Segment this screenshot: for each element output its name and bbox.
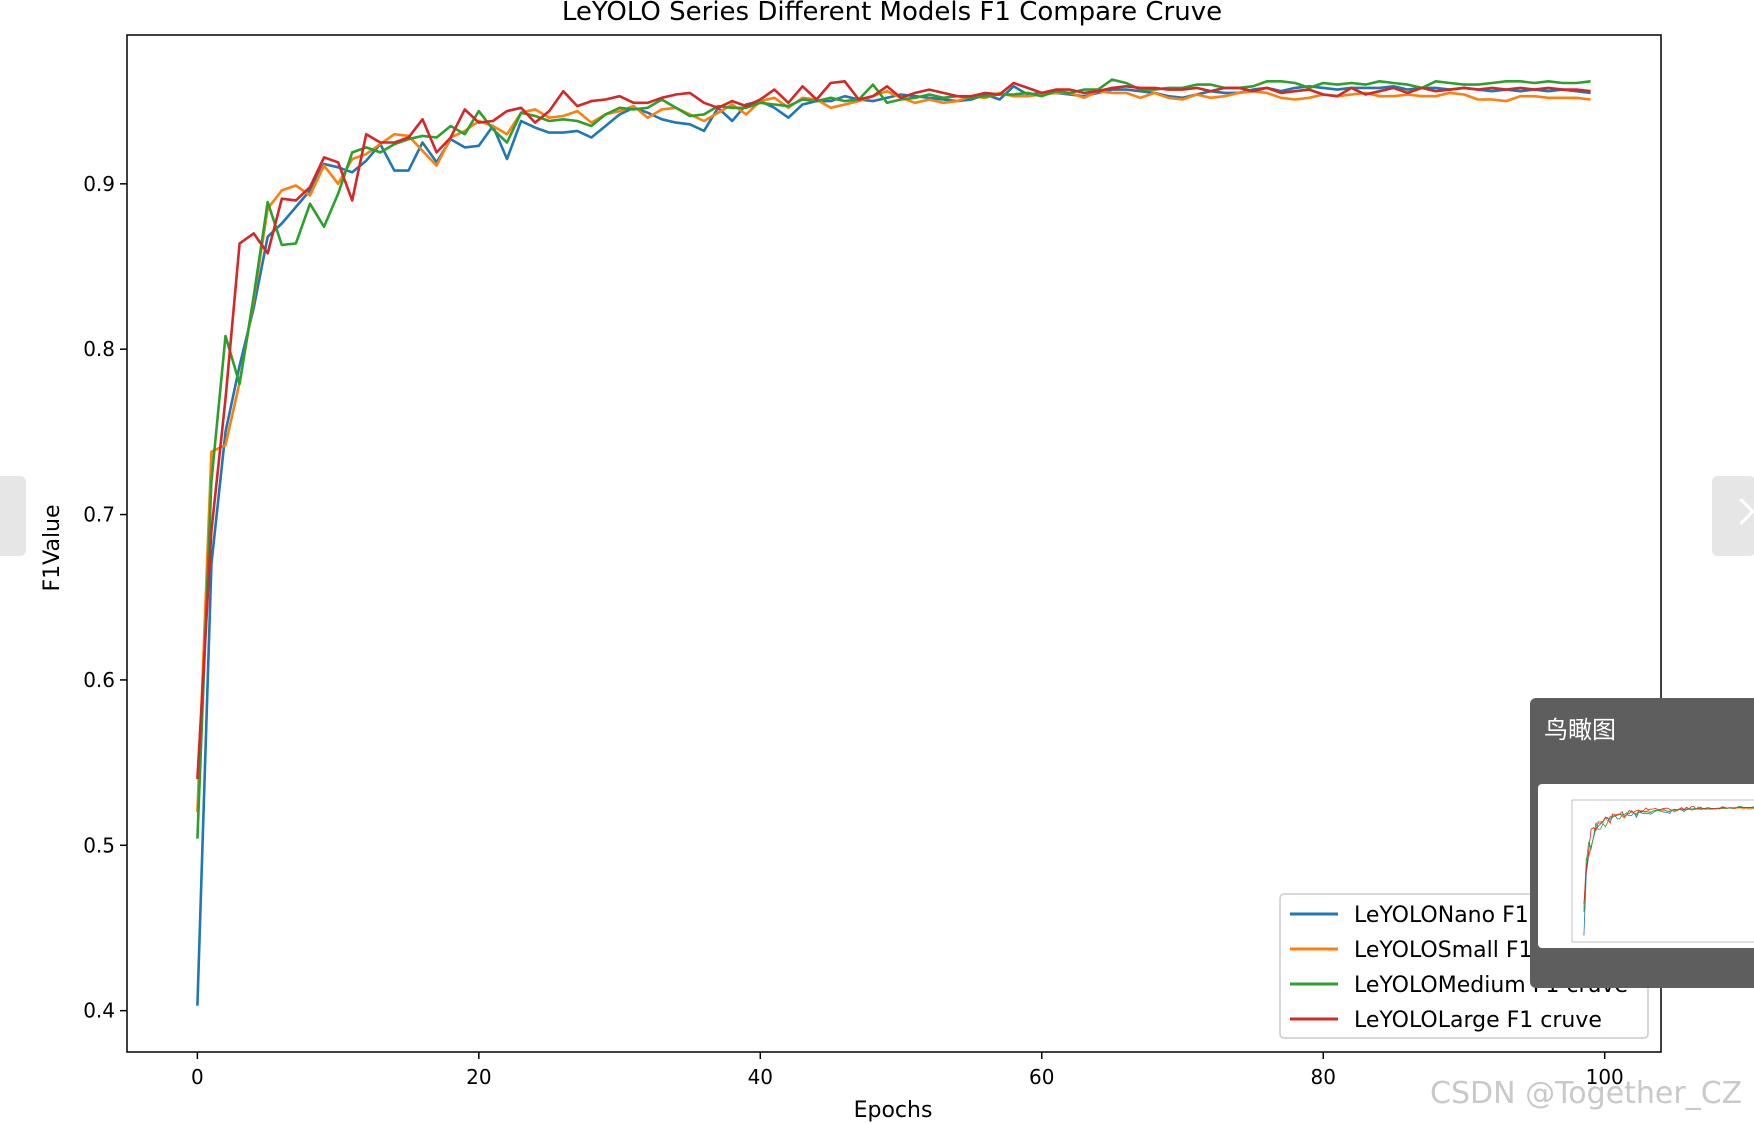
x-axis: 0 20 40 60 80 100 — [191, 1052, 1624, 1089]
chart-title: LeYOLO Series Different Models F1 Compar… — [562, 0, 1222, 27]
series-line-leyololarge — [196, 80, 1591, 780]
y-tick-label: 0.9 — [83, 172, 115, 196]
y-tick-label: 0.4 — [83, 999, 115, 1023]
x-tick-label: 0 — [191, 1065, 204, 1089]
legend-entry: LeYOLOLarge F1 cruve — [1354, 1008, 1602, 1033]
x-tick-label: 40 — [748, 1065, 773, 1089]
y-axis: 0.4 0.5 0.6 0.7 0.8 0.9 — [83, 172, 127, 1023]
x-axis-label: Epochs — [854, 1098, 933, 1123]
prev-image-button[interactable] — [0, 476, 26, 556]
y-tick-label: 0.8 — [83, 337, 115, 361]
plot-area — [126, 34, 1662, 1053]
x-tick-label: 100 — [1586, 1065, 1624, 1089]
series-line-leyolonano — [196, 85, 1591, 1006]
minimap-panel[interactable]: 鸟瞰图 — [1530, 698, 1754, 988]
chevron-right-icon — [1728, 498, 1754, 525]
minimap-plot-frame — [1571, 799, 1754, 943]
series-lines — [196, 78, 1591, 1006]
x-tick-label: 20 — [466, 1065, 491, 1089]
minimap-viewport[interactable] — [1538, 784, 1754, 948]
y-tick-label: 0.5 — [83, 833, 115, 857]
y-axis-label: F1Value — [40, 504, 65, 591]
next-image-button[interactable] — [1712, 476, 1754, 556]
x-tick-label: 80 — [1311, 1065, 1336, 1089]
minimap-series-line — [1583, 806, 1754, 936]
minimap-thumbnail — [1571, 799, 1754, 943]
y-tick-label: 0.7 — [83, 503, 115, 527]
watermark: CSDN @Together_CZ — [1430, 1076, 1743, 1111]
minimap-series-line — [1583, 807, 1754, 909]
minimap-series-line — [1583, 806, 1754, 904]
y-tick-label: 0.6 — [83, 668, 115, 692]
minimap-title: 鸟瞰图 — [1544, 716, 1616, 744]
series-line-leyolosmall — [196, 89, 1591, 813]
x-tick-label: 60 — [1029, 1065, 1054, 1089]
